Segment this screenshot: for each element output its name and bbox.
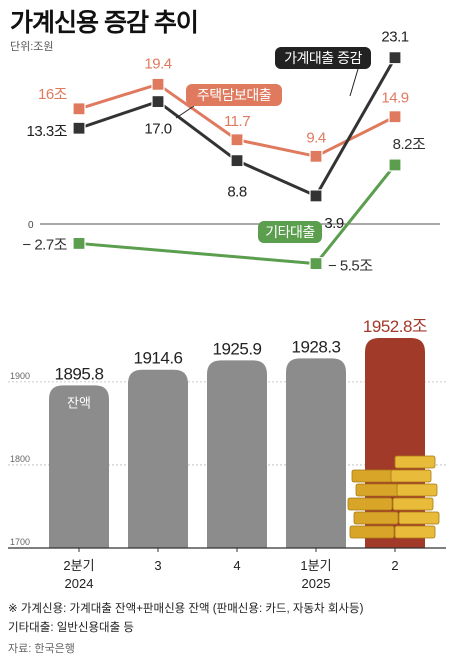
line-value-label: − 2.7조 [22, 236, 67, 253]
x-tick-label: 2 [391, 558, 398, 573]
gold-bar-right [398, 511, 440, 525]
line-point-marker [72, 121, 86, 135]
household-loan-legend-box [275, 47, 371, 69]
balance-bar [286, 358, 346, 548]
x-tick-label: 2분기 [63, 558, 94, 573]
line-value-label: 14.9 [381, 90, 408, 107]
bar-value-label: 1895.8 [55, 364, 104, 383]
footnote-household-credit: ※ 가계신용: 가계대출 잔액+판매신용 잔액 (판매신용: 카드, 자동차 회… [8, 603, 364, 615]
x-tick-year-label: 2024 [65, 576, 94, 591]
balance-bar [49, 385, 109, 548]
bar-ytick-label: 1900 [10, 371, 30, 381]
page-title: 가계신용 증감 추이 [10, 9, 199, 37]
line-value-label: 9.4 [306, 129, 326, 146]
unit-label: 단위:조원 [10, 41, 54, 53]
balance-bar [207, 360, 267, 548]
household-loan-legend-leader [349, 68, 359, 97]
bar-value-label: 1952.8조 [363, 317, 427, 336]
line-point-marker [72, 236, 86, 251]
x-tick-label: 4 [233, 558, 240, 573]
footnote-other-loans: 기타대출: 일반신용대출 등 [8, 622, 134, 634]
change-lines: 0 16조 19.4 11.7 9.4 14.9 13.3조 17.0 8.8 3.9 23.1 − … [22, 29, 440, 275]
line-point-marker [230, 133, 244, 147]
line-point-marker [388, 110, 402, 124]
gold-bar-left [353, 511, 399, 525]
line-value-label: 16조 [38, 86, 68, 103]
gold-bar-left [351, 469, 397, 483]
bar-value-label: 1925.9 [213, 339, 262, 358]
gold-bar-left [349, 525, 395, 539]
loan-trend-chart: 1700 1800 1900 1895.8 1914.6 1925.9 1928.3 1952… [8, 29, 446, 591]
coin-stack-icon [347, 455, 440, 539]
line-value-label: 8.2조 [393, 136, 426, 153]
bar-ytick-label: 1700 [10, 537, 30, 547]
gold-bar-right [392, 497, 434, 511]
gold-bar-right [394, 455, 436, 469]
gold-bar-left [355, 483, 401, 497]
line-point-marker [309, 189, 323, 203]
bar-balance-caption: 잔액 [67, 395, 91, 410]
line-point-marker [151, 77, 165, 91]
x-tick-label: 1분기 [300, 558, 331, 573]
line-point-marker [309, 257, 323, 271]
mortgage-legend-box [186, 84, 282, 106]
zero-label: 0 [28, 220, 34, 231]
line-value-label: 11.7 [224, 113, 250, 130]
household-loan-legend-label: 가계대출 증감 [284, 50, 362, 66]
source-note: 자료: 한국은행 [8, 643, 75, 655]
line-value-label: − 5.5조 [328, 258, 373, 275]
balance-bars: 1700 1800 1900 1895.8 1914.6 1925.9 1928.3 1952… [8, 317, 446, 549]
x-tick-year-label: 2025 [302, 576, 331, 591]
mortgage-legend-leader [175, 105, 195, 119]
line-value-label: 3.9 [324, 215, 344, 232]
line-point-marker [309, 149, 323, 163]
line-point-marker [72, 102, 86, 116]
other-loan-legend-box [258, 221, 322, 243]
x-axis: 2분기 2024 3 4 1분기 2025 2 [63, 548, 399, 591]
other-loan-legend-label: 기타대출 [265, 224, 315, 240]
line-value-label: 23.1 [381, 29, 408, 46]
line-point-marker [230, 154, 244, 168]
line-value-label: 8.8 [227, 184, 247, 201]
line-point-marker [388, 158, 402, 172]
line-value-label: 17.0 [144, 121, 171, 138]
line-value-label: 13.3조 [27, 123, 68, 140]
x-tick-label: 3 [154, 558, 161, 573]
gold-bar-right [396, 483, 438, 497]
bar-value-label: 1928.3 [292, 337, 341, 356]
gold-bar-right [394, 525, 436, 539]
mortgage-legend-label: 주택담보대출 [197, 87, 272, 103]
line-point-marker [388, 51, 402, 65]
bar-value-label: 1914.6 [134, 349, 183, 368]
line-value-label: 19.4 [144, 55, 171, 72]
gold-bar-left [347, 497, 393, 511]
gold-bar-right [390, 469, 432, 483]
bar-ytick-label: 1800 [10, 454, 30, 464]
balance-bar [128, 369, 188, 548]
other-loan-line [78, 164, 397, 266]
line-point-marker [151, 94, 165, 109]
